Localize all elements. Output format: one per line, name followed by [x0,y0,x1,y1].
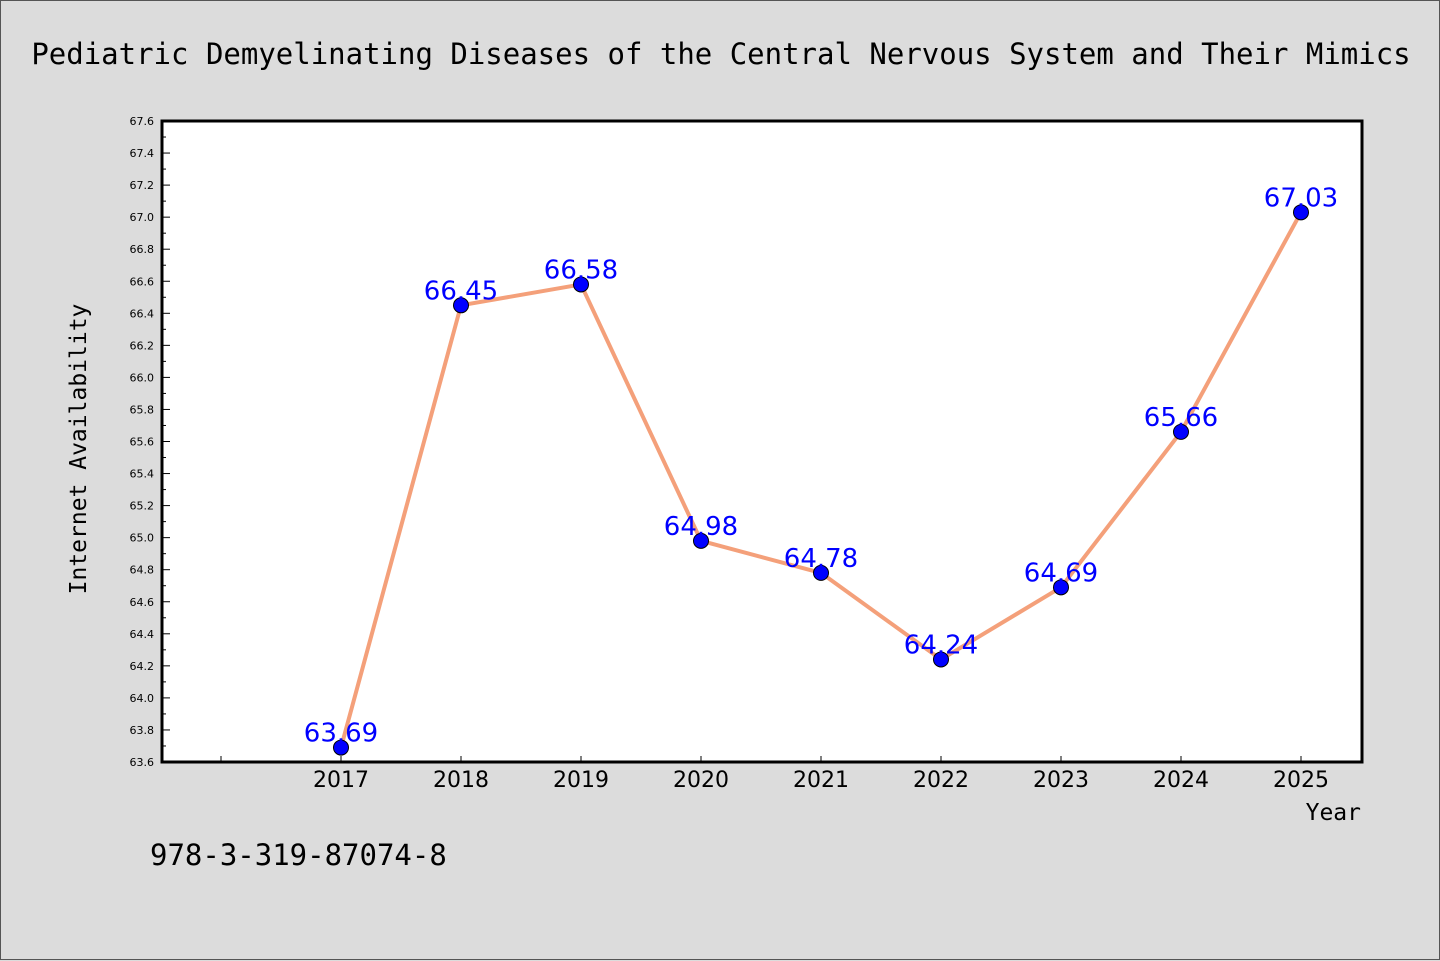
y-tick-label: 65.2 [130,500,155,513]
data-label: 63.69 [304,719,378,749]
data-labels: 63.69 66.45 66.58 64.98 64.78 64.24 64.69 65.66… [304,183,1338,748]
y-tick-label: 64.0 [130,692,155,705]
x-tick-label: 2022 [913,768,969,793]
data-label: 64.69 [1024,558,1098,588]
data-label: 66.45 [424,276,498,306]
x-tick-label: 2021 [793,768,849,793]
y-tick-label: 67.6 [130,115,155,128]
x-axis-label: Year [1306,800,1361,826]
x-tick-label: 2020 [673,768,729,793]
data-label: 67.03 [1264,183,1338,213]
data-label: 66.58 [544,255,618,285]
x-axis: 2017 2018 2019 2020 2021 2022 2023 2024 2025 [220,756,1329,793]
y-tick-label: 64.6 [130,596,155,609]
x-tick-label: 2023 [1033,768,1089,793]
y-tick-label: 66.2 [130,339,155,352]
plot-area [160,119,1364,764]
y-tick-label: 63.6 [130,756,155,769]
y-tick-label: 64.4 [130,628,155,641]
y-tick-label: 65.8 [130,403,155,416]
y-tick-label: 66.4 [130,307,155,320]
y-tick-label: 66.8 [130,243,155,256]
y-tick-label: 64.8 [130,564,155,577]
y-tick-label: 65.0 [130,532,155,545]
x-tick-label: 2024 [1153,768,1209,793]
y-tick-label: 66.6 [130,275,155,288]
isbn-text: 978-3-319-87074-8 [150,838,447,872]
data-point [453,297,469,314]
data-point [1293,204,1309,221]
data-point [1053,579,1069,596]
y-tick-label: 63.8 [130,724,155,737]
data-point [333,739,349,756]
y-tick-label: 67.4 [130,147,155,160]
y-tick-label: 64.2 [130,660,155,673]
data-point [933,651,949,668]
x-tick-label: 2017 [313,768,369,793]
data-label: 64.78 [784,544,858,574]
chart-title: Pediatric Demyelinating Diseases of the … [31,37,1410,71]
data-label: 64.24 [904,630,978,660]
y-tick-label: 67.2 [130,179,155,192]
x-tick-label: 2018 [433,768,489,793]
y-tick-label: 65.4 [130,468,155,481]
data-point [813,564,829,581]
data-points [333,204,1309,756]
data-label: 64.98 [664,512,738,542]
x-tick-label: 2025 [1273,768,1329,793]
x-tick-label: 2019 [553,768,609,793]
data-point [693,532,709,549]
y-tick-label: 65.6 [130,436,155,449]
y-tick-label: 66.0 [130,371,155,384]
y-axis: 63.6 63.8 64.0 64.2 64.4 64.6 64.8 65.0 65.2 65.4… [130,115,170,769]
y-axis-label: Internet Availability [66,304,92,595]
data-point [1173,423,1189,440]
data-point [573,276,589,293]
data-label: 65.66 [1144,403,1218,433]
y-tick-label: 67.0 [130,211,155,224]
